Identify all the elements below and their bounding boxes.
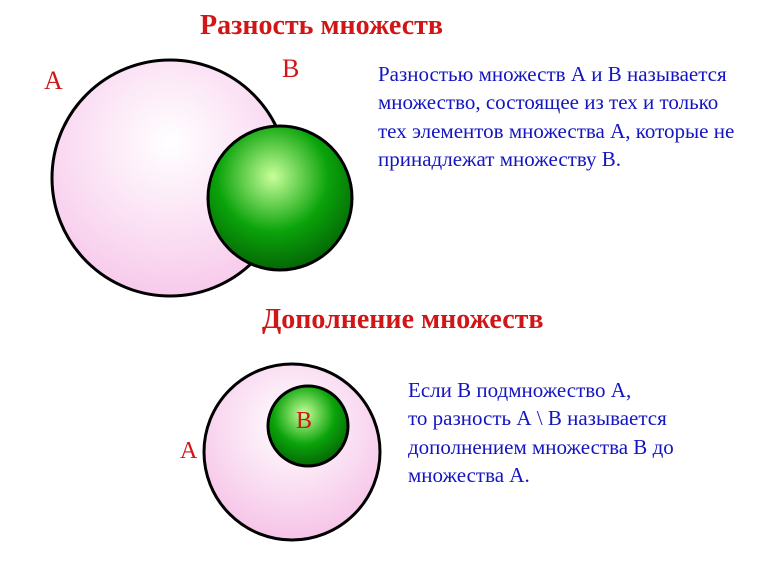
venn-complement (196, 352, 396, 552)
desc-difference: Разностью множеств А и В называется множ… (378, 60, 752, 173)
label-comp-a: A (180, 438, 197, 465)
desc-complement: Если В подмножество А, то разность А \ В… (408, 376, 748, 489)
label-diff-a: A (44, 66, 63, 96)
title-difference: Разность множеств (200, 10, 443, 42)
venn-difference-circle-b (208, 126, 352, 270)
label-comp-b: B (296, 408, 312, 435)
label-diff-b: B (282, 54, 299, 84)
venn-difference (40, 48, 370, 298)
title-complement: Дополнение множеств (262, 304, 544, 336)
